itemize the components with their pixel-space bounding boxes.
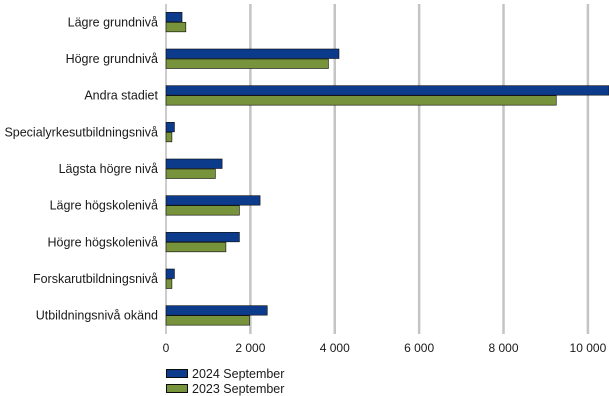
x-tick-label: 4 000 [320,341,350,355]
x-tick-label: 2 000 [235,341,265,355]
category-label: Lägsta högre nivå [59,162,158,176]
bar-2024 [165,232,240,243]
bar-2024 [165,48,340,59]
bar-2024 [165,12,183,23]
category-label: Specialyrkesutbildningsnivå [4,125,158,139]
bar-2023 [165,132,173,143]
bar-2024 [165,158,223,169]
bar-2024 [165,122,175,133]
category-label: Högre högskolenivå [48,235,159,249]
x-tick-label: 6 000 [404,341,434,355]
x-tick-label: 8 000 [489,341,519,355]
legend: 2024 September 2023 September [166,366,284,396]
bar-2023 [165,315,250,326]
category-label: Högre grundnivå [66,52,158,66]
legend-item-2023: 2023 September [166,381,284,396]
category-label: Lägre grundnivå [68,15,158,29]
bar-2023 [165,205,240,216]
legend-swatch-2024 [166,369,188,378]
bar-2023 [165,95,557,106]
bar-2024 [165,195,261,206]
category-label: Lägre högskolenivå [50,199,158,213]
bars [165,12,609,326]
category-labels: Lägre grundnivå Högre grundnivå Andra stad… [4,15,158,322]
x-tick-labels: 0 2 000 4 000 6 000 8 000 10 000 [163,341,607,355]
x-tick-label: 0 [163,341,170,355]
bar-2024 [165,268,175,279]
category-label: Forskarutbildningsnivå [33,272,158,286]
x-tick-label: 10 000 [570,341,607,355]
category-label: Andra stadiet [84,89,158,103]
legend-label-2024: 2024 September [192,366,285,381]
bar-2023 [165,22,187,33]
bar-2023 [165,168,216,179]
legend-label-2023: 2023 September [192,381,285,396]
legend-swatch-2023 [166,384,188,393]
bar-2023 [165,242,227,253]
bar-2023 [165,278,173,289]
bar-2024 [165,305,268,316]
bar-2024 [165,85,609,96]
category-label: Utbildningsnivå okänd [36,309,158,323]
bar-2023 [165,58,329,69]
legend-item-2024: 2024 September [166,366,284,381]
